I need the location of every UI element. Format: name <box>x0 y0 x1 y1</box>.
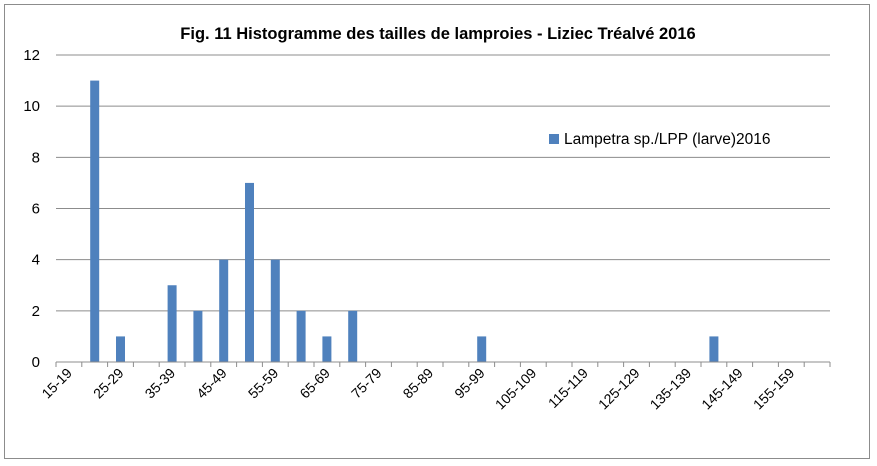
bar-50-54 <box>245 182 254 362</box>
bar-20-24 <box>90 80 100 362</box>
bar-140-144 <box>709 336 719 362</box>
y-tick-label: 0 <box>32 354 40 371</box>
bar-40-44 <box>193 310 203 362</box>
bars <box>90 80 719 362</box>
bar-25-29 <box>116 336 125 362</box>
legend: Lampetra sp./LPP (larve)2016 <box>549 131 771 148</box>
x-tick-label: 65-69 <box>296 365 333 402</box>
bar-95-99 <box>477 336 487 362</box>
bar-65-69 <box>322 336 332 362</box>
legend-swatch <box>549 134 559 144</box>
bar-35-39 <box>167 285 177 362</box>
y-tick-label: 4 <box>32 252 40 269</box>
gridlines <box>56 54 830 312</box>
x-axis <box>55 361 831 367</box>
x-tick-label: 145-149 <box>698 365 746 413</box>
x-tick-label: 15-19 <box>38 365 75 402</box>
x-tick-label: 25-29 <box>90 365 127 402</box>
legend-label: Lampetra sp./LPP (larve)2016 <box>564 131 771 148</box>
y-tick-label: 12 <box>23 47 40 64</box>
x-tick-label: 155-159 <box>750 365 798 413</box>
x-axis-ticks: 15-19 25-29 35-39 45-49 55-59 65-69 75-79 85-89… <box>38 365 797 413</box>
x-tick-label: 125-129 <box>595 365 643 413</box>
y-tick-label: 2 <box>32 303 40 320</box>
x-tick-label: 135-139 <box>647 365 695 413</box>
x-tick-label: 105-109 <box>492 365 540 413</box>
bar-70-74 <box>348 310 358 362</box>
bar-45-49 <box>219 259 229 362</box>
y-tick-label: 8 <box>32 149 40 166</box>
x-tick-label: 115-119 <box>545 365 591 411</box>
x-tick-label: 45-49 <box>193 365 230 402</box>
bar-55-59 <box>270 259 280 362</box>
x-tick-label: 75-79 <box>348 365 385 402</box>
x-tick-label: 85-89 <box>400 365 437 402</box>
y-tick-label: 6 <box>32 201 40 218</box>
bar-60-64 <box>296 310 306 362</box>
chart-frame <box>4 4 870 459</box>
x-tick-label: 55-59 <box>245 365 282 402</box>
y-axis-ticks: 0 2 4 6 8 10 12 <box>23 47 40 371</box>
x-tick-label: 95-99 <box>451 365 488 402</box>
chart-title: Fig. 11 Histogramme des tailles de lampr… <box>180 25 695 43</box>
x-tick-label: 35-39 <box>142 365 179 402</box>
y-tick-label: 10 <box>23 98 40 115</box>
